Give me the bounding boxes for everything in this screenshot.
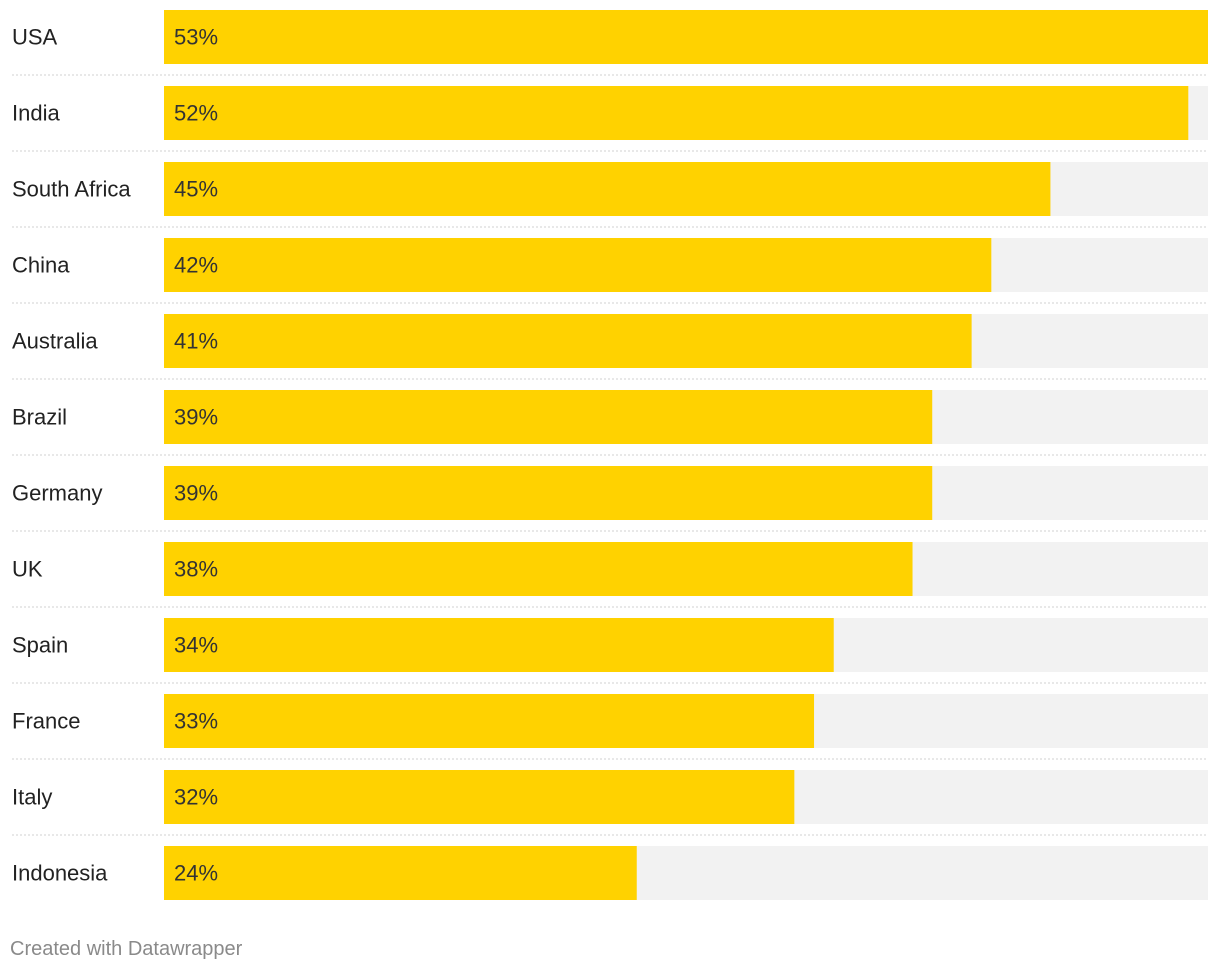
bar-chart: USA 53% India 52% South Africa 45% China 42% Aus… [12, 10, 1208, 900]
footer-credit[interactable]: Created with Datawrapper [10, 938, 243, 960]
bar-south-africa[interactable] [164, 162, 1051, 216]
category-label: Indonesia [12, 861, 108, 886]
category-label: China [12, 253, 70, 278]
category-label: Germany [12, 481, 102, 506]
bar-india[interactable] [164, 86, 1189, 140]
bar-china[interactable] [164, 238, 992, 292]
value-label: 41% [174, 329, 218, 354]
value-label: 34% [174, 633, 218, 658]
value-label: 38% [174, 557, 218, 582]
category-label: Italy [12, 785, 52, 810]
value-label: 24% [174, 861, 218, 886]
value-label: 45% [174, 177, 218, 202]
value-label: 39% [174, 405, 218, 430]
value-label: 53% [174, 25, 218, 50]
bar-australia[interactable] [164, 314, 972, 368]
category-label: India [12, 101, 60, 126]
bar-germany[interactable] [164, 466, 933, 520]
bar-usa[interactable] [164, 10, 1208, 64]
category-label: UK [12, 557, 43, 582]
category-label: France [12, 709, 80, 734]
value-label: 32% [174, 785, 218, 810]
bar-brazil[interactable] [164, 390, 933, 444]
category-label: Brazil [12, 405, 67, 430]
bar-uk[interactable] [164, 542, 913, 596]
value-label: 39% [174, 481, 218, 506]
value-label: 33% [174, 709, 218, 734]
category-label: Australia [12, 329, 98, 354]
value-label: 52% [174, 101, 218, 126]
category-label: USA [12, 25, 58, 50]
bar-spain[interactable] [164, 618, 834, 672]
category-label: South Africa [12, 177, 131, 202]
category-label: Spain [12, 633, 68, 658]
bar-italy[interactable] [164, 770, 795, 824]
bar-france[interactable] [164, 694, 815, 748]
value-label: 42% [174, 253, 218, 278]
bar-indonesia[interactable] [164, 846, 637, 900]
